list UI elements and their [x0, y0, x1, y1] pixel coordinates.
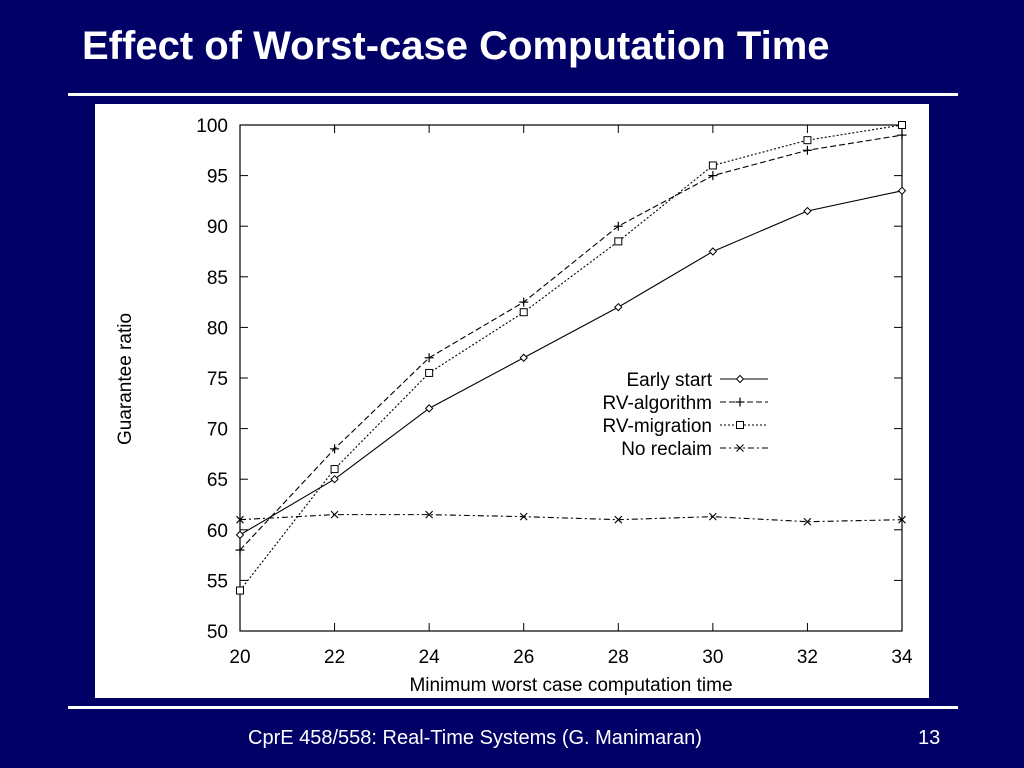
y-tick-label: 55 [207, 571, 228, 592]
y-axis-label: Guarantee ratio [115, 313, 136, 445]
data-point-early-start [235, 530, 245, 540]
y-tick-label: 85 [207, 268, 228, 289]
data-point-no-reclaim [519, 512, 528, 521]
x-tick-label: 30 [702, 647, 723, 668]
series-line-early-start [239, 190, 903, 536]
series-early-start [235, 186, 907, 540]
data-point-no-reclaim [330, 510, 339, 519]
chart-ticks: 50 55 60 65 70 75 80 85 90 95 100 20 22 24 26 28 30 32 34 [196, 116, 913, 668]
plot-frame [239, 124, 903, 632]
title-divider [68, 93, 958, 96]
data-point-no-reclaim [708, 512, 717, 521]
slide-title: Effect of Worst-case Computation Time [82, 24, 830, 68]
data-point-rv-algorithm [519, 297, 529, 307]
data-point-rv-algorithm [897, 130, 907, 140]
data-point-rv-migration [898, 121, 906, 129]
legend-label-no-reclaim: No reclaim [621, 439, 712, 460]
series-line-rv-algorithm [239, 134, 903, 551]
x-tick-label: 28 [608, 647, 629, 668]
x-tick-label: 20 [229, 647, 250, 668]
y-tick-label: 70 [207, 420, 228, 441]
data-point-rv-algorithm [424, 353, 434, 363]
data-point-early-start [424, 404, 434, 413]
legend-marker-rv-migration [736, 421, 744, 429]
legend-marker-no-reclaim [736, 444, 744, 452]
data-point-rv-algorithm [613, 221, 623, 231]
data-point-rv-migration [708, 161, 717, 170]
data-point-early-start [708, 247, 718, 256]
data-point-no-reclaim [898, 515, 906, 524]
x-tick-label: 22 [324, 647, 345, 668]
data-point-rv-algorithm [708, 171, 718, 181]
data-point-rv-migration [236, 586, 244, 595]
data-point-rv-migration [519, 308, 528, 317]
y-tick-label: 90 [207, 217, 228, 238]
data-point-rv-migration [614, 237, 623, 246]
y-tick-label: 80 [207, 318, 228, 339]
y-tick-label: 65 [207, 470, 228, 491]
series-no-reclaim [236, 510, 906, 526]
footer-course: CprE 458/558: Real-Time Systems (G. Mani… [248, 727, 702, 749]
legend-label-rv-migration: RV-migration [603, 416, 712, 437]
legend-label-rv-algorithm: RV-algorithm [603, 393, 712, 414]
series-rv-migration [236, 121, 906, 595]
data-point-no-reclaim [425, 510, 434, 519]
legend-marker-rv-algorithm [735, 397, 745, 407]
x-tick-label: 24 [419, 647, 441, 668]
x-tick-label: 34 [891, 647, 913, 668]
data-point-rv-algorithm [330, 444, 340, 454]
series-line-rv-migration [239, 124, 903, 591]
data-point-no-reclaim [803, 517, 812, 526]
data-point-rv-algorithm [802, 145, 812, 155]
data-point-early-start [519, 353, 528, 362]
page-number: 13 [918, 727, 941, 749]
y-tick-label: 50 [207, 622, 228, 643]
data-point-early-start [803, 206, 812, 216]
data-point-no-reclaim [236, 515, 244, 524]
x-tick-label: 26 [513, 647, 534, 668]
footer-divider [68, 706, 958, 709]
series-line-no-reclaim [239, 514, 903, 523]
data-point-rv-migration [803, 136, 812, 145]
legend-marker-early-start [735, 374, 745, 384]
y-tick-label: 95 [207, 167, 228, 188]
data-point-no-reclaim [614, 515, 623, 524]
series-rv-algorithm [235, 130, 907, 555]
data-point-rv-migration [425, 368, 434, 377]
data-point-rv-algorithm [235, 545, 245, 555]
data-point-early-start [897, 186, 907, 195]
y-tick-label: 75 [207, 369, 228, 390]
x-tick-label: 32 [797, 647, 818, 668]
legend-label-early-start: Early start [626, 370, 712, 391]
chart-axes [239, 124, 903, 632]
x-axis-label: Minimum worst case computation time [409, 675, 732, 696]
y-tick-label: 100 [196, 116, 228, 137]
data-point-early-start [330, 474, 339, 484]
data-point-early-start [614, 302, 623, 312]
chart-series [235, 121, 907, 595]
y-tick-label: 60 [207, 521, 228, 542]
chart-panel: 50 55 60 65 70 75 80 85 90 95 100 20 22 24 26 28 30 32 34 … [95, 104, 929, 698]
data-point-rv-migration [330, 465, 339, 474]
